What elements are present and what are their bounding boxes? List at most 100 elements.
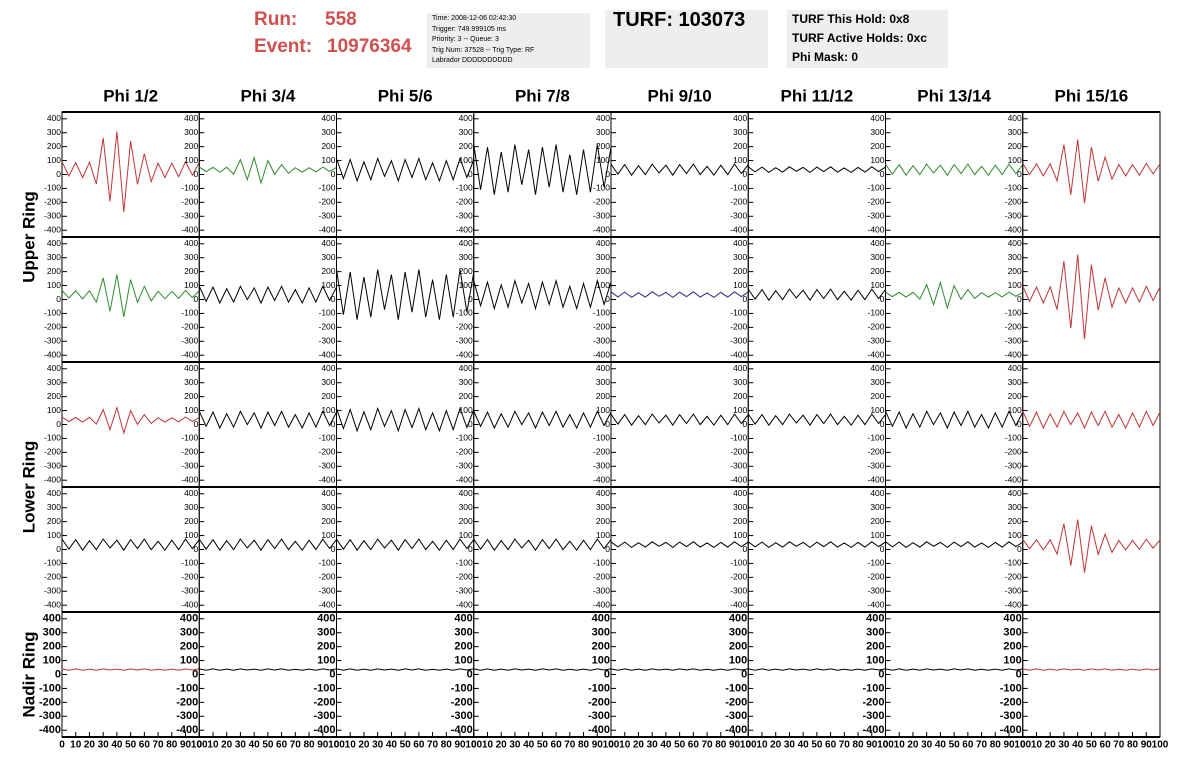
y-tick-label: 400 [459, 363, 473, 373]
x-tick-label: 90 [317, 740, 329, 751]
waveform [473, 668, 612, 671]
x-tick-label: 30 [98, 740, 110, 751]
y-tick-label: -300 [730, 461, 747, 471]
y-tick-label: 400 [866, 613, 884, 625]
y-tick-label: 400 [1008, 238, 1022, 248]
y-tick-label: 0 [194, 294, 199, 304]
y-tick-label: 400 [1003, 613, 1021, 625]
y-tick-label: -400 [318, 224, 335, 234]
y-tick-label: 0 [56, 419, 61, 429]
panel-frame [336, 111, 475, 238]
y-tick-label: -100 [1005, 183, 1022, 193]
waveform [61, 538, 200, 552]
x-tick-label: 20 [770, 740, 782, 751]
waveform [473, 278, 612, 311]
y-tick-label: 100 [47, 405, 61, 415]
x-tick-label: 20 [1045, 740, 1057, 751]
y-tick-label: 300 [866, 627, 884, 639]
info-line: Trigger: 749.999105 ms [432, 25, 507, 33]
y-tick-label: -200 [456, 197, 473, 207]
y-tick-label: 0 [1017, 419, 1022, 429]
y-tick-label: 0 [1017, 544, 1022, 554]
y-tick-label: 0 [56, 169, 61, 179]
turf-info-line: Phi Mask: 0 [792, 50, 859, 64]
y-tick-label: -100 [1005, 558, 1022, 568]
y-tick-label: 100 [1003, 654, 1021, 666]
x-tick-label: 80 [852, 740, 864, 751]
y-tick-label: -200 [181, 572, 198, 582]
y-tick-label: 100 [733, 405, 747, 415]
x-tick-label: 90 [1003, 740, 1015, 751]
y-tick-label: 100 [184, 280, 198, 290]
y-tick-label: 0 [605, 169, 610, 179]
y-tick-label: 200 [321, 391, 335, 401]
column-title: Phi 7/8 [515, 86, 570, 105]
y-tick-label: -300 [456, 586, 473, 596]
turf-box: TURF: 103073 [605, 10, 768, 68]
y-tick-label: -400 [39, 724, 61, 736]
waveform [198, 285, 337, 305]
waveform [610, 413, 749, 427]
y-tick-label: -200 [44, 322, 61, 332]
x-tick-label: 10 [619, 740, 631, 751]
y-tick-label: -400 [730, 224, 747, 234]
y-tick-label: 100 [184, 405, 198, 415]
y-tick-label: 200 [184, 391, 198, 401]
x-tick-label: 60 [139, 740, 151, 751]
y-tick-label: -200 [318, 572, 335, 582]
y-tick-label: -200 [313, 696, 335, 708]
y-tick-label: 200 [180, 641, 198, 653]
y-tick-label: -300 [456, 336, 473, 346]
y-tick-label: -100 [456, 433, 473, 443]
y-tick-label: -200 [1005, 447, 1022, 457]
info-line: Labrador DDDDDDDDDD [432, 57, 513, 64]
x-tick-label: 90 [454, 740, 466, 751]
y-tick-label: -300 [181, 336, 198, 346]
y-tick-label: -300 [1005, 586, 1022, 596]
y-tick-label: 400 [596, 238, 610, 248]
y-tick-label: 400 [321, 238, 335, 248]
column-title: Phi 11/12 [780, 86, 853, 105]
y-tick-label: 0 [743, 419, 748, 429]
y-tick-label: 300 [1008, 127, 1022, 137]
y-tick-label: -100 [456, 183, 473, 193]
y-tick-label: 100 [733, 155, 747, 165]
panel-frame [336, 361, 475, 488]
x-tick-label: 10 [207, 740, 219, 751]
waveform [610, 668, 749, 671]
y-tick-label: -200 [867, 572, 884, 582]
y-tick-label: -200 [1005, 572, 1022, 582]
x-tick-label: 0 [745, 740, 751, 751]
y-tick-label: 400 [592, 613, 610, 625]
x-tick-label: 100 [191, 740, 208, 751]
y-tick-label: 400 [180, 613, 198, 625]
panel-frame [885, 486, 1024, 613]
turf-info-line: TURF This Hold: 0x8 [792, 12, 910, 26]
y-tick-label: -200 [318, 447, 335, 457]
x-tick-label: 30 [921, 740, 933, 751]
y-tick-label: -400 [44, 349, 61, 359]
y-tick-label: 200 [733, 141, 747, 151]
y-tick-label: -200 [730, 447, 747, 457]
y-tick-label: 0 [194, 544, 199, 554]
y-tick-label: -400 [318, 349, 335, 359]
y-tick-label: 0 [192, 668, 198, 680]
y-tick-label: 0 [604, 668, 610, 680]
y-tick-label: -100 [867, 558, 884, 568]
y-tick-label: -200 [181, 197, 198, 207]
y-tick-label: -300 [181, 586, 198, 596]
y-tick-label: -100 [44, 433, 61, 443]
y-tick-label: 0 [741, 668, 747, 680]
y-tick-label: 300 [596, 502, 610, 512]
x-tick-label: 60 [413, 740, 425, 751]
y-tick-label: 200 [733, 391, 747, 401]
waveform [885, 410, 1024, 430]
y-tick-label: -100 [313, 682, 335, 694]
y-tick-label: -200 [1005, 197, 1022, 207]
panel-frame [1022, 361, 1161, 488]
y-tick-label: 100 [459, 155, 473, 165]
y-tick-label: -100 [593, 433, 610, 443]
y-tick-label: 400 [184, 363, 198, 373]
y-tick-label: -100 [44, 308, 61, 318]
y-tick-label: -300 [593, 461, 610, 471]
